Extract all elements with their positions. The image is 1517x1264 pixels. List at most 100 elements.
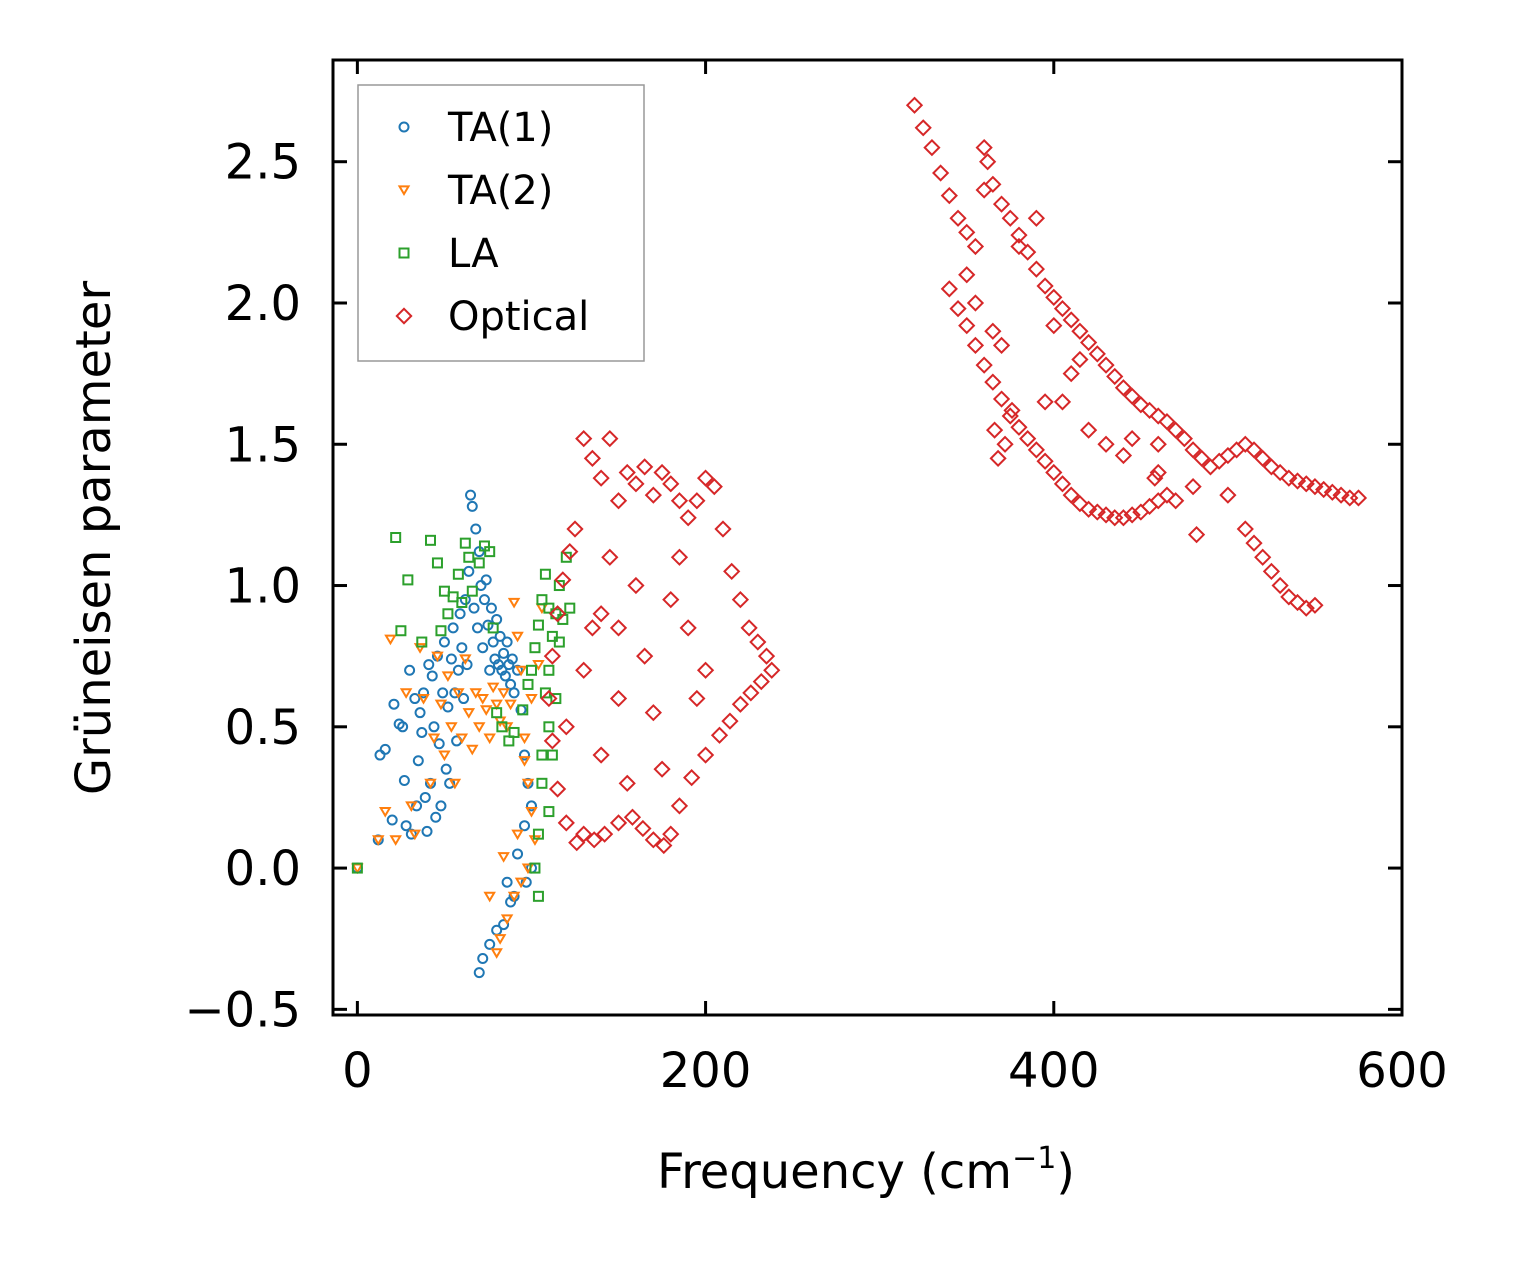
data-point [1045,316,1063,335]
data-point [511,631,524,643]
y-tick-label: 2.5 [225,135,301,191]
data-point [1306,478,1324,496]
data-point [1010,226,1028,244]
data-point [428,721,440,733]
y-tick-label: 2.0 [225,276,301,332]
data-point [419,791,431,803]
data-point [1062,311,1080,329]
data-point [1149,407,1167,425]
data-point [412,755,424,767]
data-point [459,594,471,606]
data-point [468,602,480,614]
data-point [1079,333,1098,352]
x-tick-label: 600 [1356,1043,1448,1099]
legend-marker [397,185,411,197]
data-point [984,175,1002,193]
data-point [525,806,538,818]
data-point [402,574,414,586]
data-point [447,591,459,603]
data-point [1184,478,1202,496]
data-point [992,390,1011,408]
data-point [519,820,531,832]
data-point [979,153,997,171]
data-point [427,733,441,745]
data-point [484,664,496,676]
data-point [553,636,565,648]
data-point [1132,396,1150,414]
data-point [472,622,484,634]
data-point [644,831,662,849]
data-point [487,622,499,634]
data-point [448,778,462,790]
data-point [575,661,593,679]
data-point [421,825,433,837]
data-point [480,574,492,586]
data-point [528,835,542,846]
series-ta-1 [351,489,537,979]
data-point [627,475,645,493]
data-point [1019,243,1037,261]
data-point [518,756,531,767]
data-point [636,647,654,665]
data-point [414,707,426,719]
data-point [455,733,469,745]
data-point [499,670,511,682]
data-point [1045,288,1063,306]
data-point [1114,509,1133,527]
data-point [475,580,487,592]
data-point [454,608,466,620]
data-point [714,520,732,538]
data-point [514,665,528,677]
data-point [1097,506,1115,524]
data-point [721,712,739,730]
data-point [1254,449,1272,468]
data-point [493,934,507,945]
data-point [437,687,449,699]
data-point [949,300,967,318]
data-point [688,689,706,708]
data-point [609,814,628,832]
data-point [1288,472,1307,490]
data-point [985,421,1004,439]
data-point [469,688,483,699]
data-point [1123,387,1141,405]
axis-ticks: 0 200 400 600 −0.5 0.0 0.5 1.0 1.5 2.0 2.5 [184,60,1448,1099]
data-point [757,647,776,665]
data-point [491,924,503,936]
data-point [550,693,562,705]
data-point [662,591,680,609]
data-point [431,557,443,569]
data-point [1149,492,1167,510]
data-point [1332,486,1350,504]
data-point [1062,486,1080,504]
data-point [1036,452,1054,470]
data-point [456,642,468,654]
legend-marker [395,307,413,325]
data-point [1027,260,1045,278]
data-point [1245,534,1263,552]
data-point [601,429,619,448]
data-point [483,733,496,745]
data-point [670,492,689,510]
data-point [497,688,510,699]
data-point [507,891,521,903]
data-point [634,819,652,838]
data-point [975,138,993,157]
data-point [1053,393,1072,411]
legend-label: TA(1) [447,105,553,151]
data-point [477,952,489,964]
data-point [536,749,548,761]
data-point [966,336,985,354]
data-marks [351,96,1368,979]
data-point [466,744,479,756]
data-point [405,801,418,812]
series-la [351,532,576,902]
data-point [543,806,555,818]
data-point [491,707,503,719]
data-point [1045,463,1063,482]
data-point [433,738,445,750]
data-point [561,543,579,561]
data-point [1097,356,1115,374]
data-point [1053,475,1072,493]
legend-label: TA(2) [447,168,553,214]
